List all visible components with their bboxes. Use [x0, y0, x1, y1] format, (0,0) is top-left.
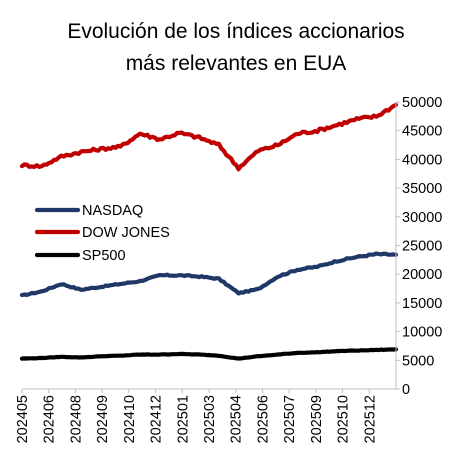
y-tick-label: 25000	[402, 239, 442, 255]
chart-title-line-2: más relevantes en EUA	[126, 52, 347, 75]
x-tick-label: 202509	[309, 395, 325, 443]
y-tick-label: 10000	[402, 325, 442, 341]
axes: 0 5000 10000 15000 20000 25000 30000 35000 40000…	[15, 95, 442, 443]
series-line-nasdaq	[19, 251, 399, 298]
series-line-dow-jones	[19, 102, 399, 172]
x-tick-label: 202408	[68, 395, 84, 443]
series-line-sp500	[19, 347, 399, 361]
x-tick-label: 202410	[122, 395, 138, 443]
x-tick-label: 202405	[15, 395, 31, 443]
chart-title-line-1: Evolución de los índices accionarios	[67, 20, 404, 43]
plot-area	[19, 102, 399, 361]
legend-label: NASDAQ	[82, 203, 143, 219]
legend-label: DOW JONES	[82, 225, 170, 241]
y-tick-label: 30000	[402, 210, 442, 226]
y-tick-label: 35000	[402, 181, 442, 197]
legend: NASDAQ DOW JONES SP500	[34, 203, 170, 264]
x-tick-label: 202412	[149, 395, 165, 443]
x-tick-label: 202506	[255, 395, 271, 443]
legend-label: SP500	[82, 248, 126, 264]
y-tick-label: 45000	[402, 124, 442, 140]
x-tick-label: 202510	[336, 395, 352, 443]
x-tick-label: 202507	[282, 395, 298, 443]
y-tick-label: 40000	[402, 152, 442, 168]
x-tick-label: 202503	[202, 395, 218, 443]
y-tick-label: 5000	[402, 353, 434, 369]
y-tick-label: 0	[402, 382, 410, 398]
x-tick-label: 202512	[362, 395, 378, 443]
y-tick-label: 15000	[402, 296, 442, 312]
x-tick-label: 202501	[175, 395, 191, 443]
x-tick-label: 202409	[95, 395, 111, 443]
y-tick-label: 20000	[402, 267, 442, 283]
x-tick-label: 202504	[229, 395, 245, 443]
x-tick-label: 202406	[42, 395, 58, 443]
y-tick-label: 50000	[402, 95, 442, 111]
